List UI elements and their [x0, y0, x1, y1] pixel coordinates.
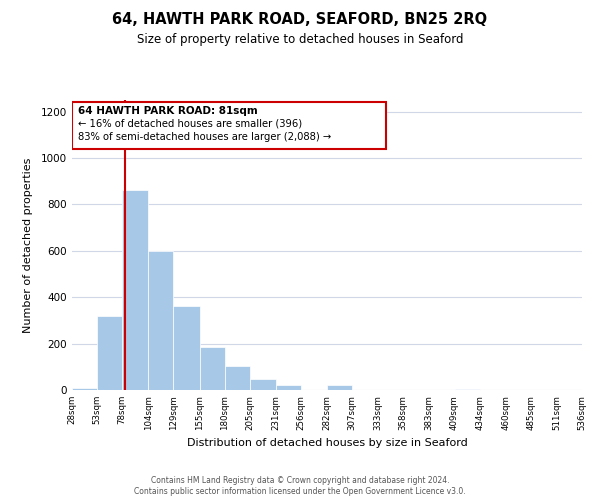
Bar [224, 366, 250, 390]
Bar [455, 389, 479, 390]
Text: Contains public sector information licensed under the Open Government Licence v3: Contains public sector information licen… [134, 488, 466, 496]
Bar [173, 306, 199, 390]
Bar [72, 388, 97, 390]
Text: ← 16% of detached houses are smaller (396): ← 16% of detached houses are smaller (39… [78, 118, 302, 128]
Bar [148, 251, 173, 390]
Bar [199, 347, 224, 390]
Bar [97, 316, 122, 390]
Bar [122, 190, 148, 390]
Bar [276, 386, 301, 390]
Text: Contains HM Land Registry data © Crown copyright and database right 2024.: Contains HM Land Registry data © Crown c… [151, 476, 449, 485]
Bar [250, 379, 276, 390]
Text: 64 HAWTH PARK ROAD: 81sqm: 64 HAWTH PARK ROAD: 81sqm [78, 106, 258, 116]
FancyBboxPatch shape [72, 102, 386, 148]
Y-axis label: Number of detached properties: Number of detached properties [23, 158, 32, 332]
Text: 64, HAWTH PARK ROAD, SEAFORD, BN25 2RQ: 64, HAWTH PARK ROAD, SEAFORD, BN25 2RQ [112, 12, 488, 28]
X-axis label: Distribution of detached houses by size in Seaford: Distribution of detached houses by size … [187, 438, 467, 448]
Text: 83% of semi-detached houses are larger (2,088) →: 83% of semi-detached houses are larger (… [78, 132, 331, 141]
Bar [327, 386, 352, 390]
Text: Size of property relative to detached houses in Seaford: Size of property relative to detached ho… [137, 32, 463, 46]
